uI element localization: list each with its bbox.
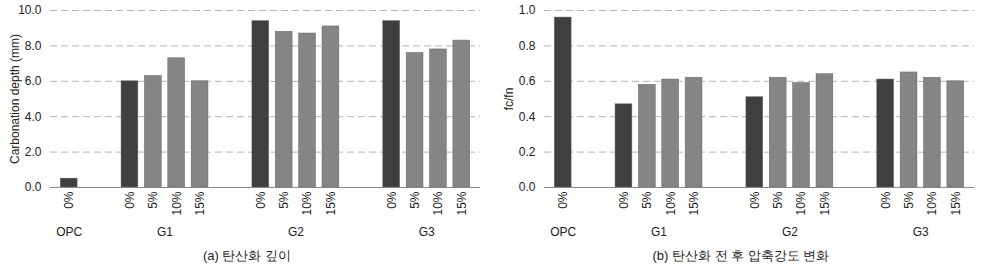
svg-text:5%: 5%: [408, 191, 422, 209]
svg-text:8.0: 8.0: [25, 39, 42, 53]
svg-text:0.6: 0.6: [519, 74, 536, 88]
svg-text:5%: 5%: [146, 191, 160, 209]
svg-text:5%: 5%: [771, 191, 785, 209]
svg-text:10%: 10%: [170, 191, 184, 215]
svg-text:0%: 0%: [879, 191, 893, 209]
svg-text:2.0: 2.0: [25, 145, 42, 159]
html-text:(b) 탄산화 전 후 압축강도 변화: (b) 탄산화 전 후 압축강도 변화: [652, 248, 830, 263]
svg-text:0.8: 0.8: [519, 39, 536, 53]
svg-text:15%: 15%: [687, 191, 701, 215]
svg-text:G3: G3: [913, 225, 929, 239]
svg-text:4.0: 4.0: [25, 110, 42, 124]
svg-text:0.4: 0.4: [519, 110, 536, 124]
svg-text:5%: 5%: [277, 191, 291, 209]
svg-text:6.0: 6.0: [25, 74, 42, 88]
svg-text:G1: G1: [651, 225, 667, 239]
svg-text:fc/fn: fc/fn: [502, 88, 516, 111]
html-text:(a) 탄산화 깊이: (a) 탄산화 깊이: [202, 248, 292, 263]
svg-text:5%: 5%: [640, 191, 654, 209]
svg-text:G3: G3: [419, 225, 435, 239]
svg-text:OPC: OPC: [550, 225, 576, 239]
svg-text:G2: G2: [782, 225, 798, 239]
svg-text:15%: 15%: [455, 191, 469, 215]
svg-text:10%: 10%: [300, 191, 314, 215]
svg-text:0.2: 0.2: [519, 145, 536, 159]
svg-text:10.0: 10.0: [18, 3, 42, 17]
svg-text:0%: 0%: [123, 191, 137, 209]
svg-text:15%: 15%: [193, 191, 207, 215]
svg-text:0%: 0%: [617, 191, 631, 209]
svg-text:15%: 15%: [818, 191, 832, 215]
svg-text:0%: 0%: [385, 191, 399, 209]
svg-text:0.0: 0.0: [519, 180, 536, 194]
svg-text:5%: 5%: [902, 191, 916, 209]
svg-text:0%: 0%: [254, 191, 268, 209]
svg-text:15%: 15%: [949, 191, 963, 215]
svg-text:G1: G1: [157, 225, 173, 239]
svg-text:10%: 10%: [431, 191, 445, 215]
svg-text:0%: 0%: [62, 191, 76, 209]
svg-text:10%: 10%: [664, 191, 678, 215]
svg-text:OPC: OPC: [56, 225, 82, 239]
svg-text:0%: 0%: [556, 191, 570, 209]
svg-text:15%: 15%: [324, 191, 338, 215]
svg-text:1.0: 1.0: [519, 3, 536, 17]
svg-text:10%: 10%: [794, 191, 808, 215]
svg-text:0%: 0%: [748, 191, 762, 209]
svg-text:G2: G2: [288, 225, 304, 239]
svg-text:10%: 10%: [925, 191, 939, 215]
svg-text:0.0: 0.0: [25, 180, 42, 194]
svg-text:Carbonation depth (mm): Carbonation depth (mm): [8, 34, 22, 164]
